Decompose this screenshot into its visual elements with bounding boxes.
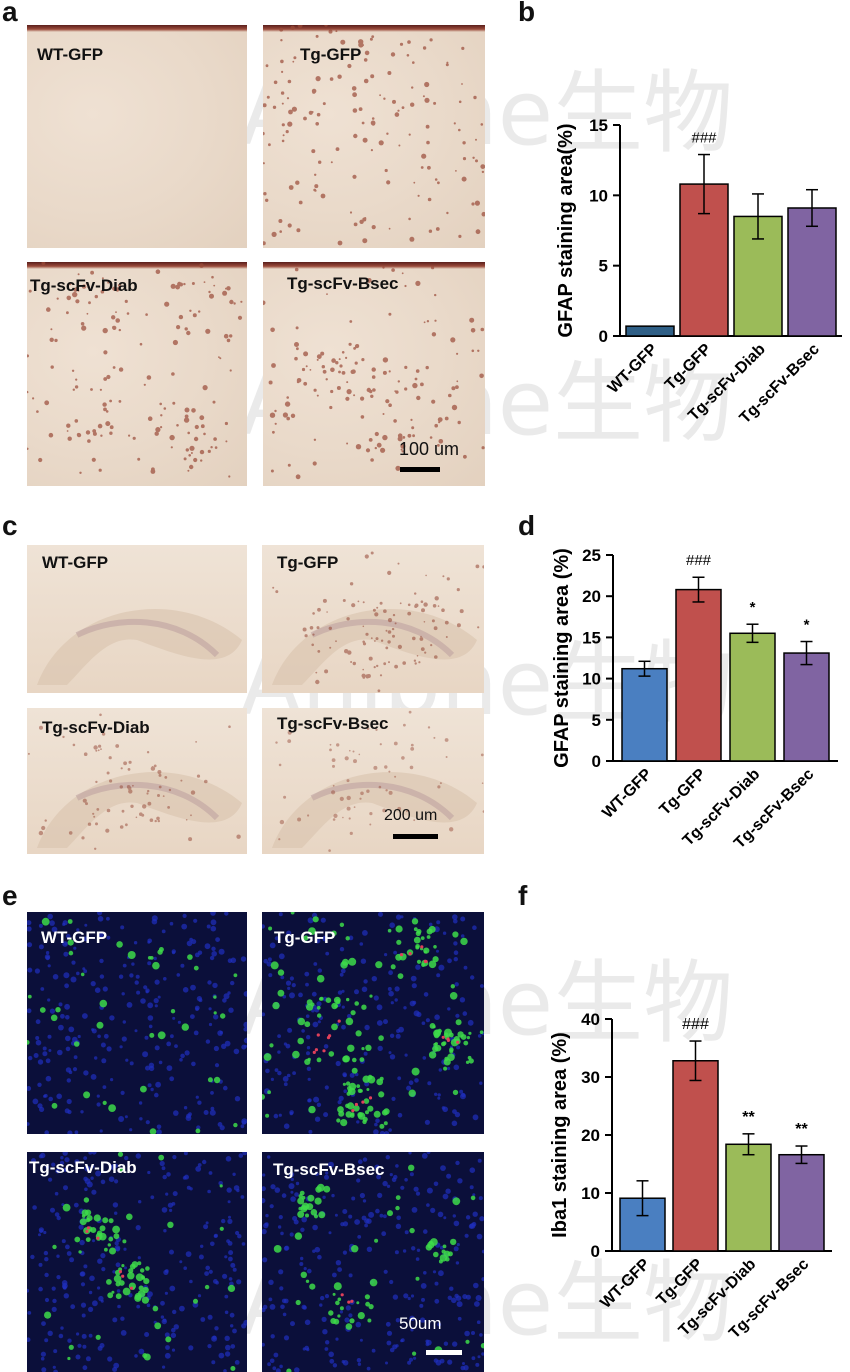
astrocyte-staining xyxy=(263,266,485,480)
micrograph-c-tg-scfv-diab: Tg-scFv-Diab xyxy=(27,708,247,854)
y-tick-label: 10 xyxy=(589,186,608,205)
panel-label-b: b xyxy=(518,0,536,27)
micrograph-a-tg-gfp: Tg-GFP xyxy=(263,25,485,248)
micrograph-label: WT-GFP xyxy=(42,553,109,572)
significance-label: ** xyxy=(795,1121,808,1138)
hippocampus-section xyxy=(272,551,484,693)
micrograph-label: WT-GFP xyxy=(41,928,108,947)
y-axis-label: GFAP staining area (%) xyxy=(551,548,573,768)
hippocampus-section xyxy=(27,713,242,850)
micrograph-label: Tg-GFP xyxy=(277,553,339,572)
micrograph-e-tg-scfv-diab: Tg-scFv-Diab xyxy=(27,1152,247,1372)
scale-bar xyxy=(426,1350,462,1355)
micrograph-e-wt-gfp: WT-GFP xyxy=(27,912,247,1134)
micrograph-e-tg-scfv-bsec: Tg-scFv-Bsec 50um xyxy=(262,1152,484,1372)
bar-wt-gfp xyxy=(625,325,675,337)
bar-chart-d: 0 5 10 15 20 25 GFAP staining area (%) WT-GFP ##… xyxy=(551,546,838,852)
significance-label: ### xyxy=(686,552,712,569)
bar-chart-f: 0 10 20 30 40 Iba1 staining area (%) WT-GFP ###… xyxy=(549,1010,832,1342)
x-category-label: WT-GFP xyxy=(605,341,661,397)
bar-tg-gfp xyxy=(675,588,722,762)
micrograph-label: Tg-GFP xyxy=(300,45,362,64)
scale-bar-label: 50um xyxy=(399,1314,442,1333)
scale-bar-label: 200 um xyxy=(384,807,438,824)
y-tick-label: 10 xyxy=(582,670,601,689)
hippocampus-section xyxy=(272,710,484,852)
micrograph-a-tg-scfv-diab: Tg-scFv-Diab xyxy=(27,262,247,486)
micrograph-a-tg-scfv-bsec: Tg-scFv-Bsec 100 um xyxy=(263,262,485,486)
x-category-label: Tg-GFP xyxy=(656,766,709,819)
x-category-label: WT-GFP xyxy=(599,766,655,822)
fluorescence-staining xyxy=(262,1152,484,1372)
bar-tg-scfv-diab xyxy=(725,1143,772,1252)
y-tick-label: 25 xyxy=(582,546,601,565)
micrograph-label: Tg-scFv-Diab xyxy=(30,276,138,295)
significance-label: ### xyxy=(691,130,717,147)
micrograph-label: Tg-scFv-Diab xyxy=(42,718,150,737)
scale-bar xyxy=(393,834,438,839)
bar-tg-scfv-bsec xyxy=(783,652,830,762)
bar-wt-gfp xyxy=(621,667,668,762)
bar-chart-b: 0 5 10 15 GFAP staining area(%) WT-GFP ### Tg-G… xyxy=(555,116,842,427)
panel-label-f: f xyxy=(518,880,528,911)
x-category-label: Tg-GFP xyxy=(662,341,715,394)
significance-label: ### xyxy=(682,1016,709,1033)
micrograph-label: Tg-scFv-Diab xyxy=(29,1158,137,1177)
micrograph-label: Tg-GFP xyxy=(274,928,336,947)
y-tick-label: 40 xyxy=(581,1010,600,1029)
fluorescence-staining xyxy=(262,912,484,1134)
panel-label-c: c xyxy=(2,510,18,541)
y-tick-label: 20 xyxy=(582,587,601,606)
micrograph-c-wt-gfp: WT-GFP xyxy=(27,545,247,693)
bar-tg-scfv-bsec xyxy=(778,1153,825,1252)
bar-tg-gfp xyxy=(672,1060,719,1252)
astrocyte-staining xyxy=(27,262,243,478)
y-tick-label: 5 xyxy=(599,257,608,276)
y-axis-label: GFAP staining area(%) xyxy=(555,123,577,337)
fluorescence-staining xyxy=(27,912,247,1134)
y-tick-label: 0 xyxy=(591,1242,600,1261)
y-axis-label: Iba1 staining area (%) xyxy=(549,1032,571,1238)
scale-bar-label: 100 um xyxy=(399,439,460,459)
micrograph-label: WT-GFP xyxy=(37,45,104,64)
y-tick-label: 15 xyxy=(582,628,601,647)
micrograph-label: Tg-scFv-Bsec xyxy=(273,1160,385,1179)
y-tick-label: 30 xyxy=(581,1068,600,1087)
y-tick-label: 15 xyxy=(589,116,608,135)
x-category-label: WT-GFP xyxy=(597,1256,653,1312)
bar-tg-scfv-bsec xyxy=(787,207,837,337)
micrograph-c-tg-gfp: Tg-GFP xyxy=(262,545,484,693)
micrograph-a-wt-gfp: WT-GFP xyxy=(27,25,247,248)
y-tick-label: 0 xyxy=(599,327,608,346)
panel-label-e: e xyxy=(2,880,18,911)
y-tick-label: 5 xyxy=(592,711,601,730)
micrograph-label: Tg-scFv-Bsec xyxy=(277,714,389,733)
significance-label: * xyxy=(750,599,756,616)
scale-bar xyxy=(400,467,440,472)
fluorescence-staining xyxy=(27,1152,247,1372)
y-tick-label: 20 xyxy=(581,1126,600,1145)
astrocyte-staining xyxy=(263,25,485,246)
micrograph-c-tg-scfv-bsec: Tg-scFv-Bsec 200 um xyxy=(262,708,484,854)
micrograph-label: Tg-scFv-Bsec xyxy=(287,274,399,293)
hippocampus-section xyxy=(37,608,242,685)
significance-label: * xyxy=(804,617,810,634)
panel-label-d: d xyxy=(518,510,536,541)
bar-tg-scfv-diab xyxy=(729,632,776,762)
micrograph-e-tg-gfp: Tg-GFP xyxy=(262,912,484,1134)
panel-label-a: a xyxy=(2,0,18,27)
x-category-label: Tg-GFP xyxy=(653,1256,706,1309)
y-tick-label: 10 xyxy=(581,1184,600,1203)
significance-label: ** xyxy=(742,1109,755,1126)
y-tick-label: 0 xyxy=(592,752,601,771)
